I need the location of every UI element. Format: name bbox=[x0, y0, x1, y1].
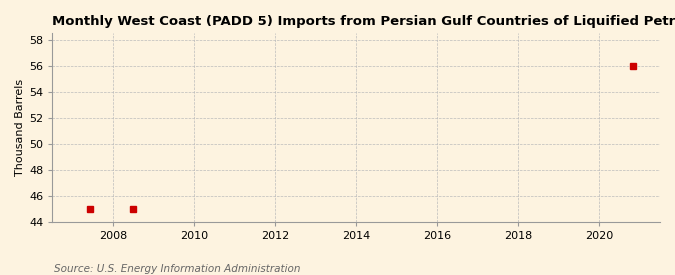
Text: Source: U.S. Energy Information Administration: Source: U.S. Energy Information Administ… bbox=[54, 264, 300, 274]
Y-axis label: Thousand Barrels: Thousand Barrels bbox=[15, 79, 25, 176]
Text: Monthly West Coast (PADD 5) Imports from Persian Gulf Countries of Liquified Pet: Monthly West Coast (PADD 5) Imports from… bbox=[53, 15, 675, 28]
